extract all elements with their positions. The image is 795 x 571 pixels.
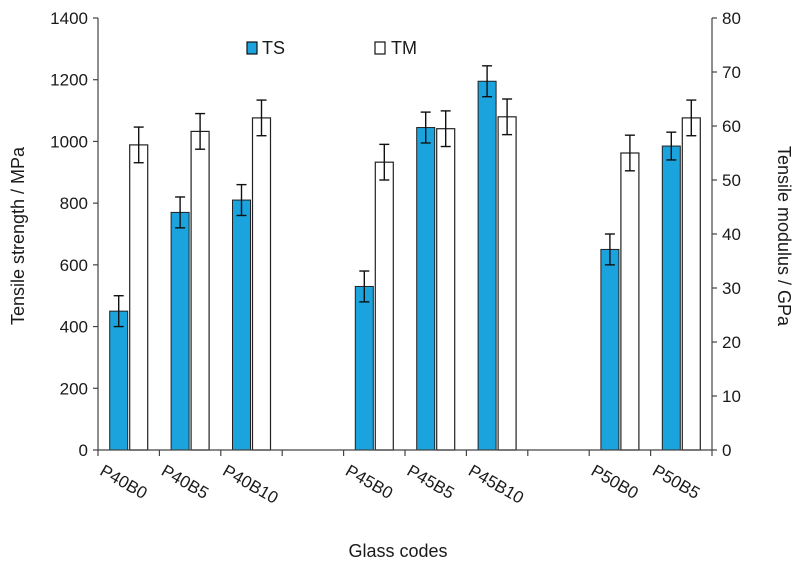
bars-layer — [109, 65, 701, 451]
bar-ts — [600, 248, 620, 451]
bar-tm — [620, 152, 640, 451]
y-left-tick-label: 0 — [79, 441, 88, 460]
bar-ts — [170, 211, 190, 451]
legend-label-ts: TS — [262, 38, 285, 58]
y-right-tick-label: 70 — [722, 63, 741, 82]
y-right-tick-label: 10 — [722, 387, 741, 406]
bar-tm — [374, 161, 394, 451]
y-right-tick-label: 60 — [722, 117, 741, 136]
category-label: P40B0 — [97, 461, 151, 503]
bar-tm — [129, 144, 149, 451]
y-left-tick-label: 1200 — [50, 71, 88, 90]
bar-ts — [354, 285, 374, 451]
category-label: P40B5 — [158, 461, 212, 503]
bar-ts — [416, 127, 436, 451]
y-right-tick-label: 50 — [722, 171, 741, 190]
category-label: P50B0 — [588, 461, 642, 503]
category-label: P50B5 — [649, 461, 703, 503]
y-right-tick-label: 30 — [722, 279, 741, 298]
y-right-tick-label: 0 — [722, 441, 731, 460]
bar-ts — [109, 310, 129, 451]
legend: TS TM — [246, 38, 417, 58]
category-label: P45B10 — [465, 461, 527, 508]
bar-tm — [497, 116, 517, 451]
legend-swatch-tm — [374, 41, 386, 55]
y-right-tick-label: 40 — [722, 225, 741, 244]
y-axis-left-title: Tensile strength / MPa — [8, 146, 28, 325]
bar-tm — [251, 117, 272, 451]
x-axis-title: Glass codes — [348, 541, 447, 561]
bar-ts — [232, 199, 251, 451]
bar-tm — [190, 130, 210, 451]
y-right-tick-label: 80 — [722, 9, 741, 28]
y-axis-right-title: Tensile modulus / GPa — [774, 146, 794, 327]
y-left-tick-label: 1400 — [50, 9, 88, 28]
y-left-tick-label: 600 — [60, 256, 88, 275]
category-label: P40B10 — [220, 461, 282, 508]
category-label: P45B0 — [342, 461, 396, 503]
bar-ts — [661, 145, 681, 451]
y-left-tick-label: 400 — [60, 318, 88, 337]
y-left-tick-label: 1000 — [50, 132, 88, 151]
bar-ts — [477, 80, 497, 451]
bar-tm — [681, 117, 701, 451]
legend-swatch-ts — [246, 41, 258, 55]
y-left-tick-label: 200 — [60, 379, 88, 398]
bar-tm — [436, 128, 456, 451]
legend-label-tm: TM — [391, 38, 417, 58]
y-right-tick-label: 20 — [722, 333, 741, 352]
y-left-tick-label: 800 — [60, 194, 88, 213]
category-label: P45B5 — [404, 461, 458, 503]
